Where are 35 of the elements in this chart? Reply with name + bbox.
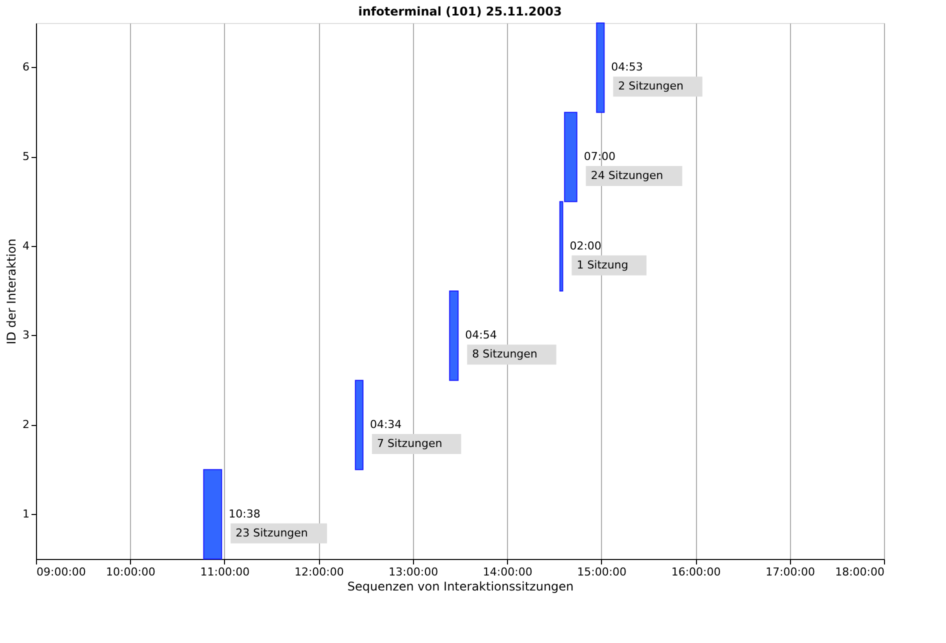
- bar: [449, 290, 459, 381]
- annotation: 7 Sitzungen: [376, 437, 442, 450]
- x-tick-label: 18:00:00: [835, 566, 884, 578]
- y-axis-title: ID der Interaktion: [4, 238, 18, 344]
- x-tick-label: 11:00:00: [200, 566, 250, 578]
- annotation: 10:38: [228, 507, 260, 520]
- annotation: 04:54: [465, 328, 497, 342]
- annotation: 07:00: [584, 150, 616, 163]
- x-tick-label: 16:00:00: [671, 566, 721, 578]
- x-tick-label: 12:00:00: [294, 566, 344, 578]
- y-tick-label: 2: [22, 418, 30, 431]
- y-tick-label: 6: [22, 60, 30, 74]
- x-tick-label: 14:00:00: [482, 566, 532, 578]
- bar: [596, 22, 605, 113]
- bar: [354, 380, 364, 470]
- x-tick-label: 10:00:00: [106, 566, 156, 578]
- x-tick-label: 09:00:00: [36, 566, 86, 578]
- annotation: 04:34: [370, 418, 402, 431]
- annotation: 8 Sitzungen: [472, 348, 538, 361]
- chart-title: infoterminal (101) 25.11.2003: [358, 4, 562, 18]
- annotation: 1 Sitzung: [576, 258, 628, 272]
- bar: [203, 469, 222, 560]
- annotation: 2 Sitzungen: [618, 80, 684, 93]
- annotation: 02:00: [570, 239, 602, 252]
- y-tick-label: 5: [22, 150, 30, 163]
- annotation: 24 Sitzungen: [590, 169, 664, 182]
- annotation: 04:53: [611, 60, 643, 74]
- x-tick-label: 15:00:00: [577, 566, 627, 578]
- x-tick-label: 17:00:00: [766, 566, 815, 578]
- annotation: 23 Sitzungen: [236, 526, 308, 540]
- y-tick-label: 4: [22, 239, 30, 252]
- x-axis-title: Sequenzen von Interaktionssitzungen: [347, 580, 574, 594]
- y-tick-label: 3: [22, 328, 30, 342]
- x-tick-label: 13:00:00: [388, 566, 438, 578]
- y-tick-label: 1: [22, 507, 30, 520]
